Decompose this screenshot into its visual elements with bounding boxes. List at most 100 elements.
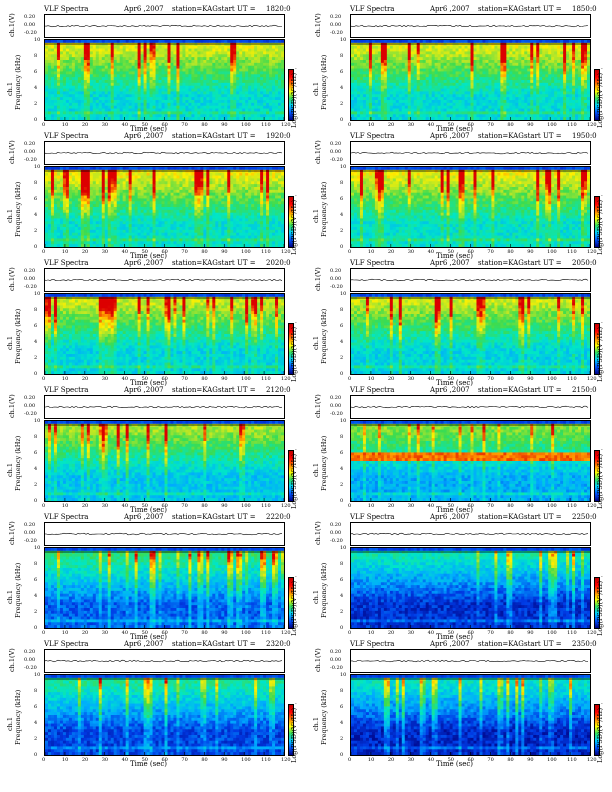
heatmap-cell	[536, 62, 540, 67]
heatmap-cell	[137, 172, 141, 176]
heatmap-cell	[443, 71, 447, 75]
heatmap-cell	[395, 57, 400, 61]
heatmap-cell	[104, 45, 109, 49]
heatmap-cell	[59, 85, 64, 89]
heatmap-cell	[122, 114, 127, 118]
heatmap-cell	[383, 42, 388, 47]
spec-xtick: 30	[102, 122, 108, 128]
heatmap-cell	[218, 88, 222, 92]
heatmap-cell	[45, 82, 49, 87]
heatmap-cell	[458, 74, 462, 78]
heatmap-cell	[74, 117, 79, 120]
heatmap-cell	[467, 88, 471, 92]
heatmap-cell	[203, 85, 207, 89]
heatmap-cell	[485, 42, 489, 47]
heatmap-cell	[203, 108, 207, 112]
heatmap-cell	[236, 80, 240, 84]
heatmap-cell	[440, 97, 445, 101]
heatmap-cell	[446, 102, 450, 107]
heatmap-cell	[419, 108, 424, 112]
heatmap-cell	[128, 71, 133, 75]
heatmap-cell	[245, 62, 249, 67]
heatmap-cell	[125, 40, 130, 44]
heatmap-cell	[182, 97, 186, 101]
heatmap-cell	[158, 71, 162, 75]
heatmap-cell	[485, 111, 489, 115]
heatmap-cell	[140, 82, 144, 87]
heatmap-cell	[134, 175, 139, 179]
heatmap-cell	[359, 85, 364, 89]
heatmap-cell	[125, 60, 130, 64]
heatmap-cell	[86, 100, 91, 104]
heatmap-cell	[434, 108, 439, 112]
heatmap-cell	[275, 45, 279, 49]
heatmap-cell	[191, 91, 195, 95]
heatmap-cell	[230, 45, 234, 49]
heatmap-cell	[167, 57, 171, 61]
heatmap-cell	[164, 42, 168, 47]
heatmap-cell	[68, 51, 73, 55]
heatmap-cell	[149, 51, 153, 55]
heatmap-cell	[224, 172, 228, 176]
heatmap-cell	[164, 40, 168, 44]
heatmap-cell	[542, 114, 546, 118]
heatmap-cell	[191, 167, 195, 171]
heatmap-cell	[554, 71, 558, 75]
heatmap-cell	[383, 97, 388, 101]
heatmap-cell	[182, 60, 186, 64]
heatmap-cell	[71, 114, 76, 118]
heatmap-cell	[461, 54, 465, 58]
heatmap-cell	[224, 100, 228, 104]
heatmap-cell	[257, 105, 261, 109]
heatmap-cell	[221, 40, 225, 44]
heatmap-cell	[80, 167, 85, 171]
heatmap-cell	[200, 172, 204, 176]
heatmap-cell	[566, 48, 570, 52]
heatmap-cell	[572, 105, 576, 109]
heatmap-cell	[569, 60, 573, 64]
heatmap-cell	[113, 88, 118, 92]
heatmap-cell	[440, 77, 445, 81]
heatmap-cell	[422, 60, 427, 64]
heatmap-cell	[449, 114, 453, 118]
heatmap-cell	[563, 85, 567, 89]
heatmap-cell	[185, 85, 189, 89]
heatmap-cell	[263, 68, 267, 72]
heatmap-cell	[167, 48, 171, 52]
heatmap-cell	[227, 45, 231, 49]
heatmap-cell	[404, 71, 409, 75]
panel-start-ut: 1820:0	[266, 5, 291, 13]
heatmap-cell	[572, 82, 576, 87]
heatmap-cell	[476, 102, 480, 107]
heatmap-cell	[410, 62, 415, 67]
heatmap-cell	[566, 71, 570, 75]
heatmap-cell	[47, 97, 52, 101]
heatmap-cell	[197, 51, 201, 55]
heatmap-cell	[209, 172, 213, 176]
heatmap-cell	[482, 77, 486, 81]
heatmap-cell	[116, 117, 121, 120]
heatmap-cell	[557, 105, 561, 109]
heatmap-cell	[446, 71, 450, 75]
heatmap-cell	[74, 100, 79, 104]
heatmap-cell	[269, 54, 273, 58]
heatmap-cell	[383, 77, 388, 81]
heatmap-cell	[572, 88, 576, 92]
heatmap-cell	[242, 68, 246, 72]
heatmap-cell	[497, 111, 501, 115]
heatmap-cell	[434, 91, 439, 95]
heatmap-cell	[491, 60, 495, 64]
heatmap-cell	[170, 62, 174, 67]
heatmap-cell	[215, 88, 219, 92]
heatmap-cell	[518, 54, 522, 58]
heatmap-cell	[398, 97, 403, 101]
heatmap-cell	[128, 100, 133, 104]
heatmap-cell	[89, 169, 94, 174]
heatmap-cell	[131, 51, 136, 55]
heatmap-cell	[383, 57, 388, 61]
heatmap-cell	[206, 114, 210, 118]
heatmap-cell	[557, 77, 561, 81]
heatmap-cell	[428, 111, 433, 115]
heatmap-cell	[425, 40, 430, 44]
heatmap-cell	[254, 68, 258, 72]
